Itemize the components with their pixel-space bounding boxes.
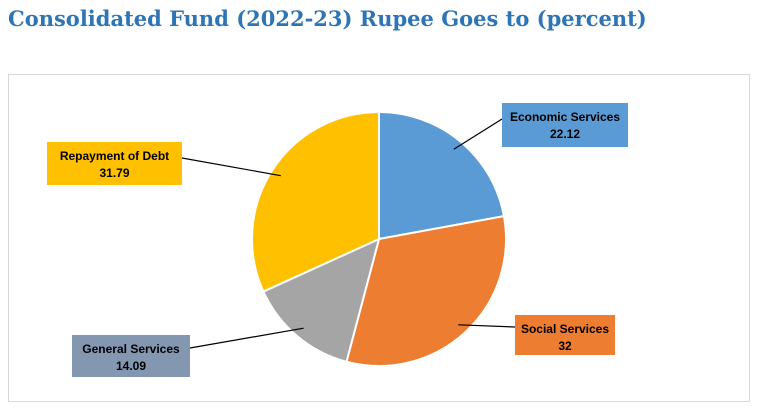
leader-line-repayment-of-debt <box>181 157 281 177</box>
data-label-box-repayment-of-debt <box>47 142 182 185</box>
pie-slice-social-services <box>345 214 507 367</box>
pie-slice-economic-services <box>378 110 506 241</box>
data-label-value: 32 <box>558 339 572 353</box>
pie-slice-repayment-of-debt <box>250 110 380 293</box>
data-label-name: Economic Services <box>510 110 620 124</box>
data-label-box-economic-services <box>502 103 628 147</box>
data-label-value: 22.12 <box>550 127 580 141</box>
data-label-value: 14.09 <box>116 359 146 373</box>
leader-line-general-services <box>189 327 304 349</box>
page-title: Consolidated Fund (2022-23) Rupee Goes t… <box>8 6 647 31</box>
data-label-name: Social Services <box>521 322 609 336</box>
leader-line-social-services <box>458 324 516 328</box>
leader-line-economic-services <box>453 118 503 150</box>
data-label-name: Repayment of Debt <box>60 149 169 163</box>
data-label-name: General Services <box>82 342 180 356</box>
data-label-value: 31.79 <box>99 166 129 180</box>
data-label-box-social-services <box>515 315 615 355</box>
pie-slice-general-services <box>262 237 381 363</box>
data-label-box-general-services <box>72 335 190 377</box>
